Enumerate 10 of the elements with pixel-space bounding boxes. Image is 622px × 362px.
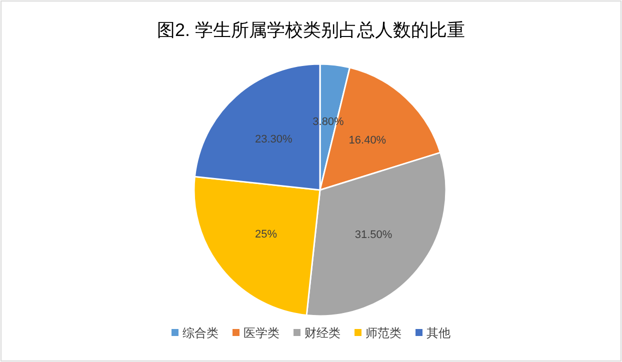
data-label: 16.40% [348, 134, 386, 146]
data-label: 31.50% [354, 229, 392, 242]
legend-label: 师范类 [366, 326, 402, 340]
chart-title: 图2. 学生所属学校类别占总人数的比重 [156, 20, 466, 40]
legend-label: 其他 [426, 326, 450, 340]
data-label: 23.30% [255, 133, 293, 146]
data-label: 25% [255, 228, 278, 240]
legend-label: 综合类 [182, 326, 218, 340]
legend-label: 财经类 [304, 326, 340, 340]
legend-label: 医学类 [244, 326, 280, 340]
